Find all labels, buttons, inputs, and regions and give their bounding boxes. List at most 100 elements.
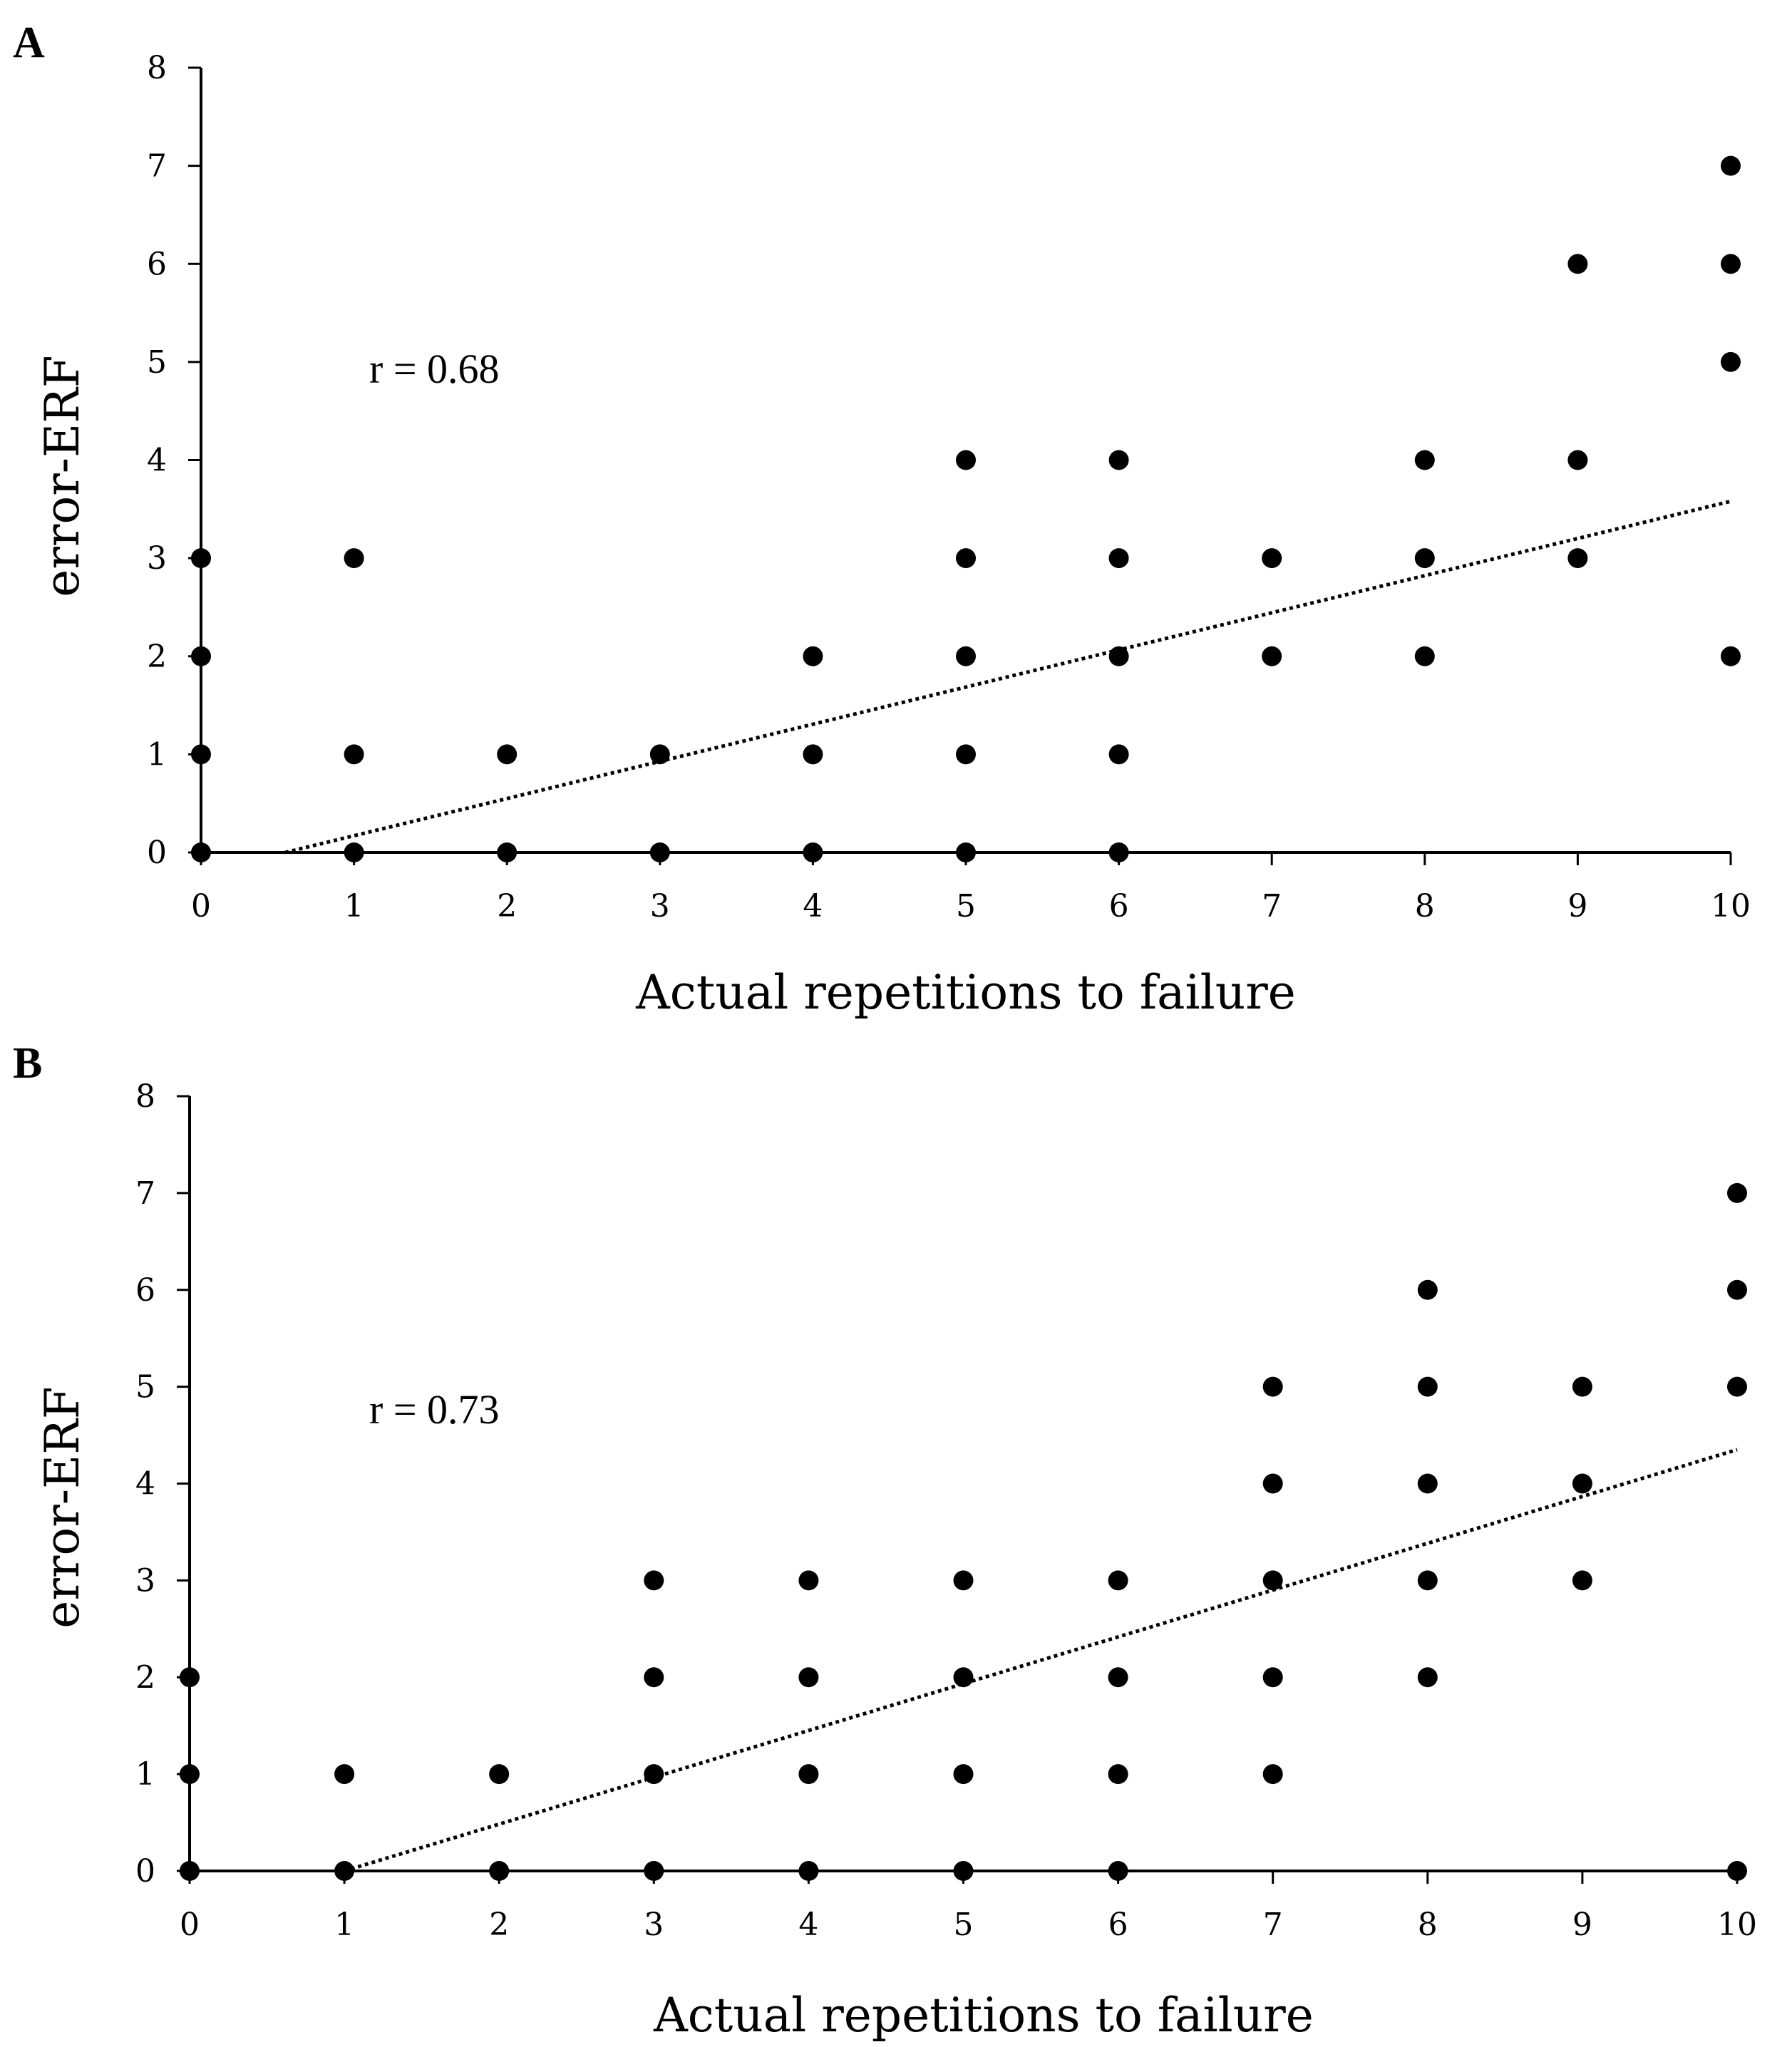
x-tick-labels: 0 1 2 3 4 5 6 7 8 9 10 [191,888,1751,924]
data-point [644,1764,664,1785]
data-point [1414,548,1435,569]
data-point [953,1861,974,1881]
x-tick-label: 10 [1717,1907,1757,1943]
chart-panel-b: B error-ERF Actual repetitions to failur… [13,1039,1757,2043]
y-tick-label: 6 [135,1272,155,1309]
y-tick-labels: 0 1 2 3 4 5 6 7 8 [135,1078,155,1889]
x-tick-label: 8 [1415,888,1435,924]
data-point [1108,1570,1128,1591]
data-point [1417,1376,1438,1397]
x-tick-label: 6 [1109,888,1129,924]
data-point [489,1764,510,1785]
data-point [191,744,211,765]
x-axis-title: Actual repetitions to failure [653,1988,1314,2043]
x-tick-label: 5 [954,1907,974,1943]
x-tick-label: 1 [344,888,364,924]
data-point [191,646,211,666]
y-tick-label: 0 [147,835,167,871]
data-point [1721,351,1741,372]
y-tick-label: 2 [135,1659,155,1696]
data-point [1262,1764,1283,1785]
correlation-annotation: r = 0.73 [369,1386,500,1433]
data-point [649,744,670,765]
x-tick-label: 9 [1572,1907,1592,1943]
data-point [1721,155,1741,176]
y-tick-label: 5 [147,344,167,381]
y-tick-label: 5 [135,1369,155,1406]
panel-label: B [13,1039,42,1088]
x-tick-label: 7 [1263,1907,1283,1943]
data-points [191,155,1741,862]
data-point [1572,1473,1592,1494]
data-point [1567,450,1588,470]
data-point [803,744,823,765]
trendline-layer [344,1448,1738,1873]
data-point [1567,254,1588,274]
y-tick-label: 1 [135,1756,155,1793]
data-points [180,1182,1747,1881]
y-axis-title: error-ERF [35,355,90,597]
data-point [1721,254,1741,274]
data-point [1414,450,1435,470]
x-tick-label: 6 [1108,1907,1128,1943]
axes [177,1095,1739,1884]
data-point [180,1764,200,1785]
data-point [1108,450,1129,470]
y-tick-label: 8 [135,1078,155,1115]
data-point [180,1667,200,1688]
data-point [956,646,976,666]
data-point [953,1764,974,1785]
data-point [1417,1279,1438,1300]
trendline [284,499,1731,855]
data-point [1727,1182,1747,1203]
x-tick-label: 2 [489,1907,509,1943]
data-point [1262,1473,1283,1494]
y-tick-label: 4 [147,443,167,479]
y-tick-label: 3 [147,540,167,577]
x-tick-label: 7 [1262,888,1282,924]
x-tick-label: 3 [644,1907,664,1943]
x-tick-label: 2 [497,888,517,924]
data-point [644,1667,664,1688]
data-point [1727,1376,1747,1397]
data-point [1108,1764,1128,1785]
data-point [191,842,211,862]
y-tick-label: 7 [147,148,167,185]
data-point [344,842,364,862]
data-point [953,1667,974,1688]
data-point [798,1861,819,1881]
data-point [1727,1279,1747,1300]
data-point [1108,744,1129,765]
y-tick-label: 2 [147,639,167,675]
data-point [180,1861,200,1881]
x-tick-labels: 0 1 2 3 4 5 6 7 8 9 10 [180,1907,1757,1943]
data-point [334,1861,355,1881]
y-axis-title: error-ERF [35,1386,90,1628]
data-point [497,842,517,862]
data-point [956,744,976,765]
x-tick-label: 3 [650,888,670,924]
data-point [1417,1473,1438,1494]
data-point [344,744,364,765]
y-tick-label: 4 [135,1466,155,1502]
data-point [953,1570,974,1591]
data-point [1721,646,1741,666]
trendline-layer [284,499,1731,855]
data-point [798,1764,819,1785]
data-point [1567,548,1588,569]
data-point [1262,646,1282,666]
data-point [798,1570,819,1591]
y-tick-label: 1 [147,736,167,773]
data-point [489,1861,510,1881]
data-point [497,744,517,765]
y-tick-label: 8 [147,50,167,86]
data-point [1108,1861,1128,1881]
data-point [191,548,211,569]
chart-panel-a: A error-ERF Actual repetitions to failur… [13,19,1751,1020]
x-tick-label: 10 [1711,888,1751,924]
data-point [803,842,823,862]
x-tick-label: 0 [191,888,211,924]
x-tick-label: 4 [803,888,823,924]
data-point [649,842,670,862]
y-tick-label: 7 [135,1175,155,1212]
